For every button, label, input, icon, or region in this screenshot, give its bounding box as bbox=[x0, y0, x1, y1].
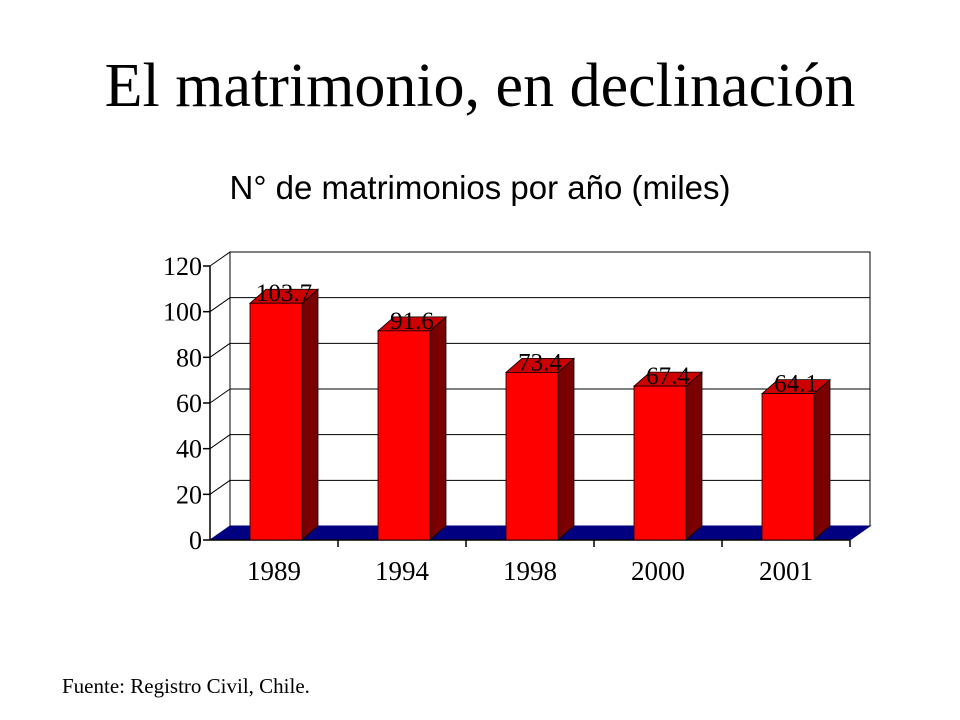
bar-side bbox=[813, 378, 831, 541]
data-label: 67.4 bbox=[646, 363, 690, 390]
bar bbox=[249, 302, 303, 541]
bar bbox=[761, 393, 815, 541]
y-tick-label: 120 bbox=[163, 252, 202, 281]
source-note: Fuente: Registro Civil, Chile. bbox=[62, 674, 310, 698]
bar-side bbox=[557, 357, 575, 541]
y-tick-label: 80 bbox=[176, 343, 202, 372]
gridline-side bbox=[209, 297, 231, 313]
y-tick-label: 40 bbox=[176, 435, 202, 464]
x-tick-label: 1994 bbox=[375, 556, 430, 586]
gridline-side bbox=[209, 479, 231, 495]
data-label: 103.7 bbox=[256, 280, 312, 307]
y-tick-label: 20 bbox=[176, 480, 202, 509]
chart-title: N° de matrimonios por año (miles) bbox=[229, 169, 731, 206]
x-tick-label: 1998 bbox=[503, 556, 557, 586]
bar bbox=[633, 385, 687, 541]
gridline-side bbox=[209, 388, 231, 404]
y-tick-label: 0 bbox=[189, 526, 202, 555]
slide-title: El matrimonio, en declinación bbox=[104, 52, 856, 120]
bar-side bbox=[685, 371, 703, 541]
gridline-side bbox=[209, 434, 231, 450]
y-tick-label: 60 bbox=[176, 389, 202, 418]
x-tick-label: 1989 bbox=[247, 556, 301, 586]
gridline-side bbox=[209, 342, 231, 358]
x-tick-label: 2001 bbox=[759, 556, 813, 586]
data-label: 91.6 bbox=[390, 308, 434, 335]
bar-side bbox=[301, 288, 319, 541]
bar bbox=[377, 330, 431, 541]
data-label: 64.1 bbox=[774, 371, 818, 398]
data-label: 73.4 bbox=[518, 349, 562, 376]
bar bbox=[505, 372, 559, 541]
gridline-side bbox=[209, 251, 231, 267]
y-tick-label: 100 bbox=[163, 298, 202, 327]
x-tick-label: 2000 bbox=[631, 556, 685, 586]
bar-side bbox=[429, 315, 447, 541]
